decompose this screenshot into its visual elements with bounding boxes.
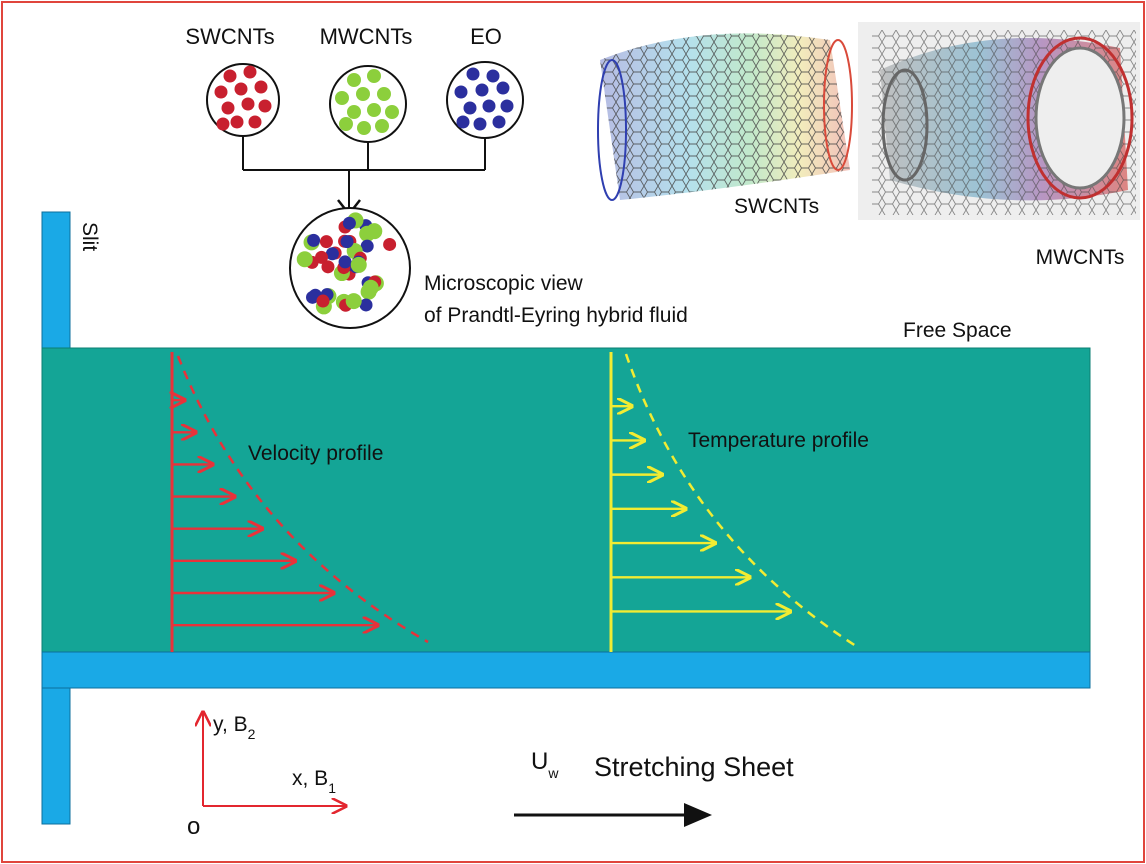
swcnt-particle [248,115,262,129]
label-temperature-profile: Temperature profile [688,429,869,452]
label-microscopic-view: Microscopic view [424,272,584,295]
mwcnt-particle [357,121,371,135]
temperature-curve [624,353,857,648]
stretching-arrowhead [684,803,712,827]
swcnt-particle [223,69,237,83]
mwcnt-particle [385,105,399,119]
label-slit: Slit [78,222,101,251]
eo-particle [454,85,468,99]
label-x-axis: x, B1 [292,767,336,796]
label-stretching-sheet: Stretching Sheet [594,752,794,782]
eo-particle [463,101,477,115]
label-swcnts-tube: SWCNTs [734,195,819,218]
swcnt-particle [316,294,330,308]
mwcnt-particle [362,279,379,296]
mwcnt-tube-image [858,22,1140,220]
swcnt-particle [214,85,228,99]
mwcnt-particles [335,69,399,135]
temperature-profile [609,352,857,652]
hybrid-fluid-particles [296,212,397,315]
label-eo-particle: EO [470,24,502,49]
eo-particle [360,239,374,253]
label-free-space: Free Space [903,319,1012,342]
eo-particle [342,216,356,230]
swcnt-particle [258,99,272,113]
mwcnt-particle [339,117,353,131]
swcnt-particle [321,260,335,274]
label-prandtl-eyring: of Prandtl-Eyring hybrid fluid [424,304,688,327]
mwcnt-particle [345,293,362,310]
eo-particle [500,99,514,113]
swcnt-particle [243,65,257,79]
mwcnt-particle [347,73,361,87]
label-mwcnts-tube: MWCNTs [1036,246,1125,269]
mwcnt-particle [366,223,383,240]
mwcnt-particle [296,251,313,268]
eo-particle [466,67,480,81]
eo-particles [454,67,514,131]
eo-particle [340,235,354,249]
swcnt-particles [214,65,272,131]
swcnt-particle [230,115,244,129]
mwcnt-particle [356,87,370,101]
eo-particle [307,233,321,247]
swcnt-particle [319,235,333,249]
label-origin: o [187,813,200,840]
velocity-curve [176,355,429,644]
mwcnt-particle [347,105,361,119]
eo-particle [359,298,373,312]
swcnt-particle [234,82,248,96]
eo-particle [338,255,352,269]
mixing-connector [242,136,486,217]
eo-particle [496,81,510,95]
eo-particle [325,247,339,261]
velocity-profile [172,352,429,652]
eo-particle [456,115,470,129]
label-y-axis: y, B2 [213,713,256,742]
swcnt-particle [221,101,235,115]
swcnt-particle [216,117,230,131]
eo-particle [473,117,487,131]
mwcnt-particle [377,87,391,101]
label-velocity-profile: Velocity profile [248,442,383,465]
mwcnt-particle [367,69,381,83]
swcnt-particle [383,237,397,251]
eo-particle [475,83,489,97]
label-swcnts-particle: SWCNTs [185,24,274,49]
label-mwcnts-particle: MWCNTs [320,24,413,49]
swcnt-particle [241,97,255,111]
swcnt-particle [315,250,329,264]
coordinate-axes [203,712,346,806]
swcnt-particle [254,80,268,94]
mwcnt-particle [375,119,389,133]
eo-particle [492,115,506,129]
mwcnt-particle [367,103,381,117]
fluid-region [41,347,1091,653]
eo-particle [486,69,500,83]
swcnt-tube-image [597,33,853,201]
eo-particle [306,290,320,304]
eo-particle [482,99,496,113]
mwcnt-particle [335,91,349,105]
stretching-sheet-bar [41,651,1091,689]
label-uw: Uw [531,748,559,781]
mwcnt-particle [350,256,367,273]
